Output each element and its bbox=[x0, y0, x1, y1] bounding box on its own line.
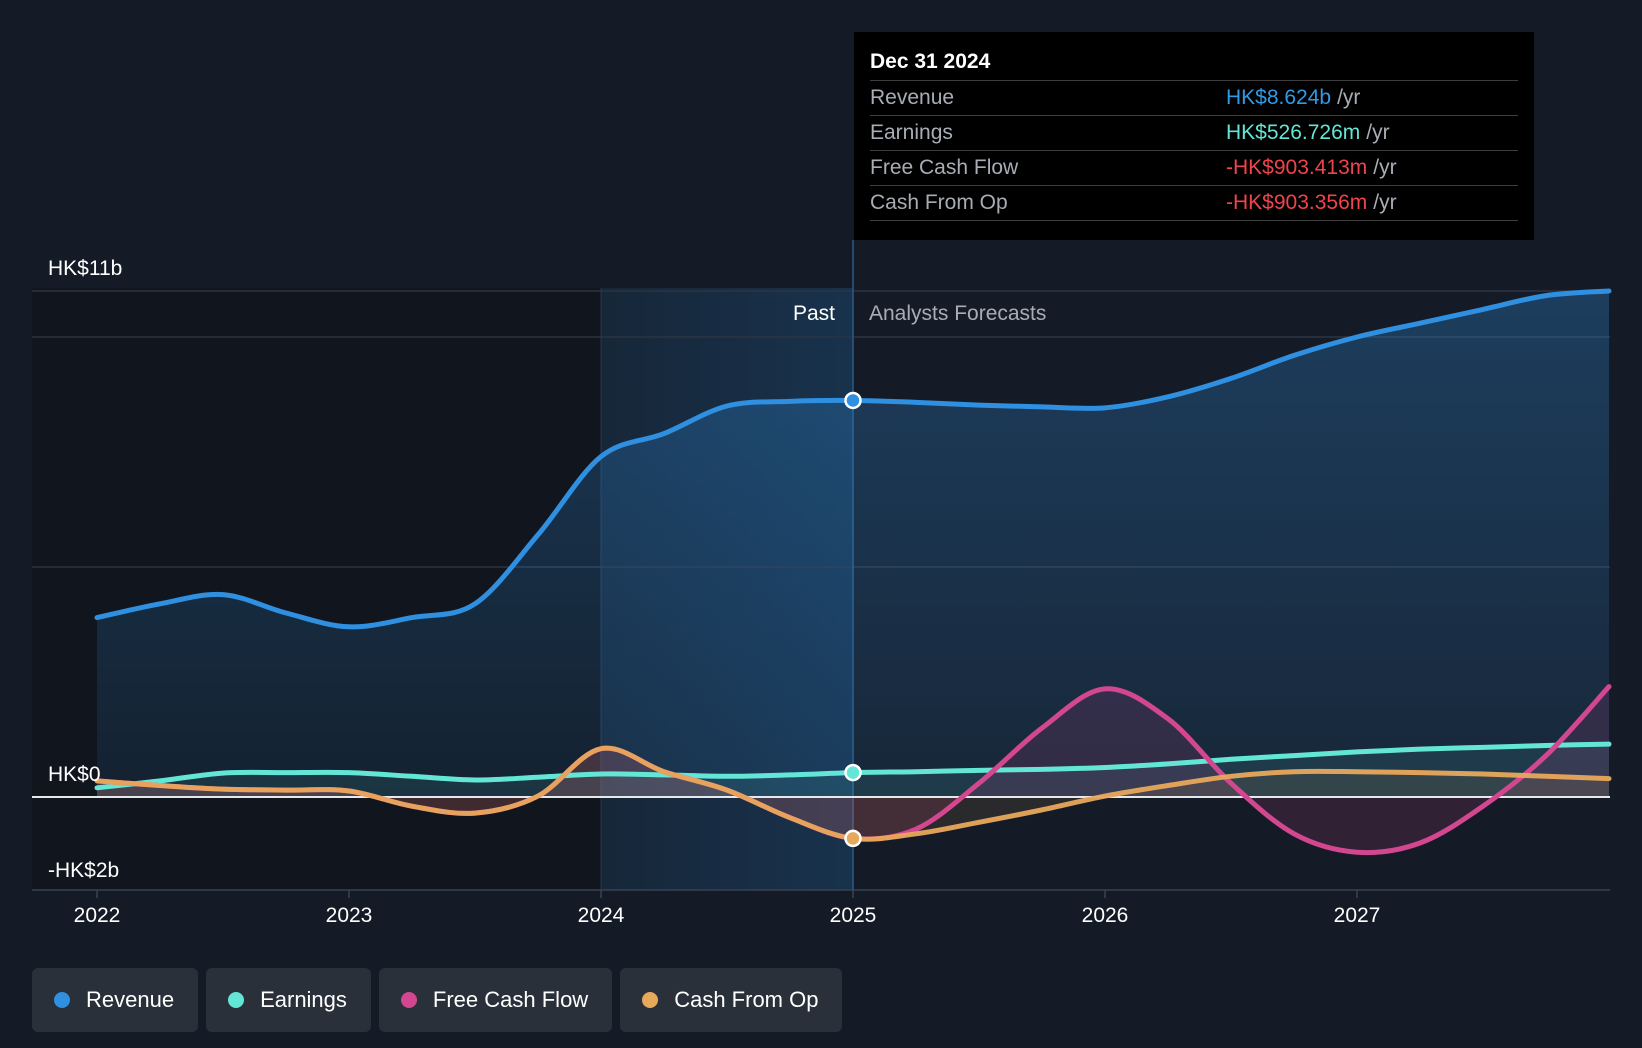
legend-dot-icon bbox=[228, 992, 245, 1008]
tooltip-row-revenue: Revenue HK$8.624b /yr bbox=[870, 81, 1518, 116]
tooltip-label: Earnings bbox=[870, 121, 953, 144]
tooltip-row-cash-from-op: Cash From Op -HK$903.356m /yr bbox=[870, 186, 1518, 221]
legend-item-earnings[interactable]: Earnings bbox=[206, 968, 371, 1032]
y-tick-label: HK$0 bbox=[48, 763, 101, 786]
x-tick-label: 2027 bbox=[1334, 904, 1381, 927]
tooltip-value: -HK$903.356m bbox=[1226, 191, 1368, 214]
x-tick-label: 2025 bbox=[830, 904, 877, 927]
x-tick-label: 2023 bbox=[326, 904, 373, 927]
legend-dot-icon bbox=[400, 992, 417, 1008]
legend-item-cash-from-op[interactable]: Cash From Op bbox=[620, 968, 843, 1032]
legend-label: Revenue bbox=[86, 987, 175, 1012]
tooltip-unit: /yr bbox=[1337, 86, 1361, 109]
cash-from-op-marker bbox=[844, 829, 862, 848]
tooltip-value: -HK$903.413m bbox=[1226, 156, 1368, 179]
legend-label: Cash From Op bbox=[674, 987, 819, 1012]
legend: Revenue Earnings Free Cash Flow Cash Fro… bbox=[32, 968, 843, 1032]
tooltip-label: Free Cash Flow bbox=[870, 156, 1019, 179]
tooltip-unit: /yr bbox=[1366, 121, 1390, 144]
tooltip-unit: /yr bbox=[1373, 191, 1397, 214]
revenue-area bbox=[97, 291, 1609, 797]
tooltip-row-free-cash-flow: Free Cash Flow -HK$903.413m /yr bbox=[870, 151, 1518, 186]
x-tick-label: 2026 bbox=[1082, 904, 1129, 927]
legend-label: Earnings bbox=[260, 987, 347, 1012]
cash-from-op-line bbox=[94, 745, 1612, 842]
tooltip: Dec 31 2024 Revenue HK$8.624b /yr Earnin… bbox=[854, 32, 1534, 240]
legend-item-free-cash-flow[interactable]: Free Cash Flow bbox=[378, 968, 613, 1032]
x-tick-label: 2022 bbox=[74, 904, 121, 927]
tooltip-value: HK$526.726m bbox=[1226, 121, 1361, 144]
legend-label: Free Cash Flow bbox=[432, 987, 589, 1012]
tooltip-date: Dec 31 2024 bbox=[870, 46, 1518, 81]
legend-dot-icon bbox=[642, 992, 659, 1008]
legend-item-revenue[interactable]: Revenue bbox=[32, 968, 199, 1032]
earnings-marker bbox=[844, 763, 862, 782]
y-tick-label: HK$11b bbox=[48, 257, 122, 280]
tooltip-label: Revenue bbox=[870, 86, 955, 109]
past-label: Past bbox=[793, 302, 835, 325]
legend-dot-icon bbox=[54, 992, 70, 1008]
forecast-label: Analysts Forecasts bbox=[869, 302, 1046, 325]
cash-from-op-area bbox=[97, 748, 1609, 840]
revenue-marker bbox=[844, 391, 862, 410]
y-tick-label: -HK$2b bbox=[48, 859, 119, 882]
tooltip-value: HK$8.624b bbox=[1226, 86, 1332, 109]
tooltip-label: Cash From Op bbox=[870, 191, 1008, 214]
revenue-line bbox=[94, 288, 1612, 630]
tooltip-unit: /yr bbox=[1373, 156, 1397, 179]
tooltip-row-earnings: Earnings HK$526.726m /yr bbox=[870, 116, 1518, 151]
x-tick-label: 2024 bbox=[578, 904, 625, 927]
